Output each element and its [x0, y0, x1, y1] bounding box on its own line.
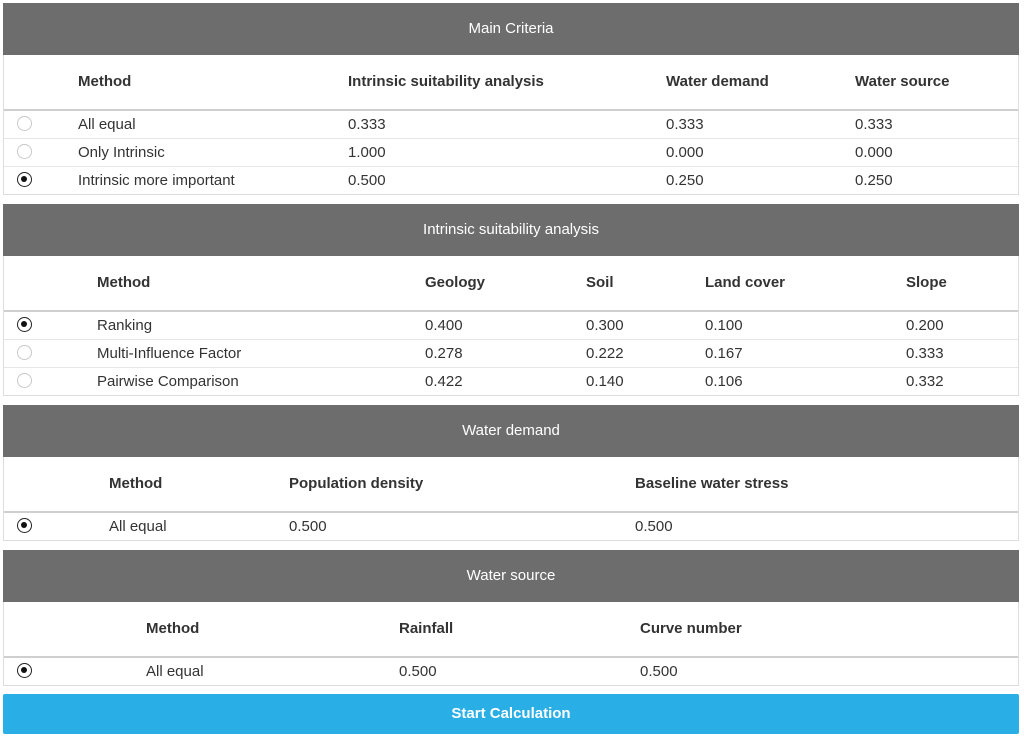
table-row[interactable]: Pairwise Comparison 0.422 0.140 0.106 0.…	[4, 368, 1018, 395]
method-name: Ranking	[97, 317, 153, 334]
table-header-row: Method Population density Baseline water…	[4, 457, 1018, 513]
weight-value: 0.400	[425, 317, 463, 334]
column-header-baseline-water-stress: Baseline water stress	[635, 475, 789, 492]
column-header-method: Method	[78, 73, 132, 90]
column-header-curve-number: Curve number	[640, 620, 742, 637]
table-row[interactable]: All equal 0.500 0.500	[4, 658, 1018, 685]
column-header-rainfall: Rainfall	[399, 620, 454, 637]
weight-value: 0.500	[635, 518, 673, 535]
method-radio[interactable]	[17, 345, 32, 360]
weight-value: 0.140	[586, 373, 624, 390]
column-header-method: Method	[97, 274, 151, 291]
weight-value: 0.000	[855, 144, 893, 161]
water-source-title: Water source	[3, 550, 1019, 602]
method-name: Pairwise Comparison	[97, 373, 239, 390]
weight-value: 0.332	[906, 373, 944, 390]
column-header-method: Method	[109, 475, 163, 492]
table-row[interactable]: Only Intrinsic 1.000 0.000 0.000	[4, 139, 1018, 167]
main-criteria-title: Main Criteria	[3, 3, 1019, 55]
weight-value: 0.222	[586, 345, 624, 362]
weight-value: 0.300	[586, 317, 624, 334]
weight-value: 0.333	[348, 116, 386, 133]
table-row[interactable]: Ranking 0.400 0.300 0.100 0.200	[4, 312, 1018, 340]
column-header-geology: Geology	[425, 274, 486, 291]
method-radio[interactable]	[17, 144, 32, 159]
water-demand-table: Method Population density Baseline water…	[3, 457, 1019, 541]
column-header-population-density: Population density	[289, 475, 424, 492]
weight-value: 0.250	[666, 172, 704, 189]
method-radio[interactable]	[17, 317, 32, 332]
table-header-row: Method Intrinsic suitability analysis Wa…	[4, 55, 1018, 111]
water-demand-panel: Water demand Method Population density B…	[3, 405, 1019, 541]
table-row[interactable]: All equal 0.500 0.500	[4, 513, 1018, 540]
water-source-table: Method Rainfall Curve number All equal 0…	[3, 602, 1019, 686]
table-header-row: Method Rainfall Curve number	[4, 602, 1018, 658]
weight-value: 1.000	[348, 144, 386, 161]
weight-value: 0.500	[348, 172, 386, 189]
table-header-row: Method Geology Soil Land cover Slope	[4, 256, 1018, 312]
column-header-water-source: Water source	[855, 73, 950, 90]
intrinsic-table: Method Geology Soil Land cover Slope Ran…	[3, 256, 1019, 396]
column-header-method: Method	[146, 620, 200, 637]
intrinsic-panel: Intrinsic suitability analysis Method Ge…	[3, 204, 1019, 396]
weight-value: 0.100	[705, 317, 743, 334]
weight-value: 0.106	[705, 373, 743, 390]
main-criteria-table: Method Intrinsic suitability analysis Wa…	[3, 55, 1019, 195]
column-header-water-demand: Water demand	[666, 73, 769, 90]
column-header-land-cover: Land cover	[705, 274, 786, 291]
weight-value: 0.333	[666, 116, 704, 133]
intrinsic-title: Intrinsic suitability analysis	[3, 204, 1019, 256]
weight-value: 0.500	[399, 663, 437, 680]
method-radio[interactable]	[17, 518, 32, 533]
weight-value: 0.500	[289, 518, 327, 535]
weight-value: 0.422	[425, 373, 463, 390]
method-radio[interactable]	[17, 373, 32, 388]
method-radio[interactable]	[17, 172, 32, 187]
weight-value: 0.500	[640, 663, 678, 680]
method-name: Intrinsic more important	[78, 172, 235, 189]
method-name: Only Intrinsic	[78, 144, 165, 161]
water-source-panel: Water source Method Rainfall Curve numbe…	[3, 550, 1019, 686]
method-radio[interactable]	[17, 116, 32, 131]
water-demand-title: Water demand	[3, 405, 1019, 457]
table-row[interactable]: Multi-Influence Factor 0.278 0.222 0.167…	[4, 340, 1018, 368]
method-name: All equal	[146, 663, 204, 680]
method-radio[interactable]	[17, 663, 32, 678]
weight-value: 0.278	[425, 345, 463, 362]
column-header-soil: Soil	[586, 274, 614, 291]
weight-value: 0.250	[855, 172, 893, 189]
table-row[interactable]: Intrinsic more important 0.500 0.250 0.2…	[4, 167, 1018, 194]
method-name: All equal	[109, 518, 167, 535]
column-header-intrinsic: Intrinsic suitability analysis	[348, 73, 544, 90]
table-row[interactable]: All equal 0.333 0.333 0.333	[4, 111, 1018, 139]
start-calculation-button[interactable]: Start Calculation	[3, 694, 1019, 734]
column-header-slope: Slope	[906, 274, 947, 291]
main-criteria-panel: Main Criteria Method Intrinsic suitabili…	[3, 3, 1019, 195]
weight-value: 0.333	[906, 345, 944, 362]
method-name: Multi-Influence Factor	[97, 345, 242, 362]
weight-value: 0.000	[666, 144, 704, 161]
method-name: All equal	[78, 116, 136, 133]
weight-value: 0.333	[855, 116, 893, 133]
weight-value: 0.167	[705, 345, 743, 362]
weight-value: 0.200	[906, 317, 944, 334]
